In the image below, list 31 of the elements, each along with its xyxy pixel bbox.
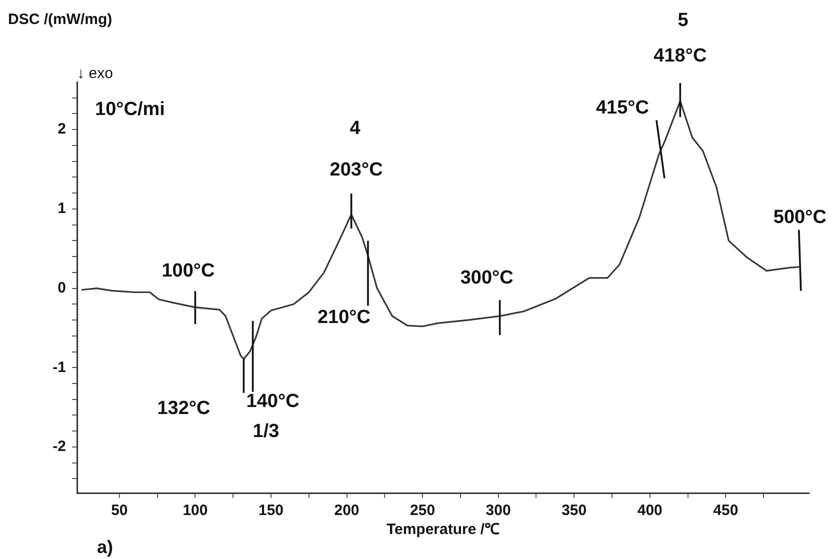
annotation: ↓ exo (77, 65, 113, 82)
annotation: 203°C (330, 160, 384, 181)
annotation: 300°C (460, 267, 514, 288)
y-tick-label: 0 (58, 279, 66, 296)
x-tick-label: 150 (258, 502, 284, 520)
annotation: 415°C (596, 97, 650, 118)
annotation: 4 (350, 118, 361, 140)
x-tick-label: 200 (334, 502, 360, 520)
annotation: 100°C (162, 260, 215, 282)
x-tick-label: 300 (486, 502, 511, 520)
annotation: 1/3 (252, 421, 280, 442)
y-tick-label: -1 (52, 358, 66, 376)
y-tick-label: -2 (52, 438, 66, 456)
annotation: 140°C (246, 391, 300, 412)
x-axis-title: Temperature /℃ (386, 521, 500, 538)
x-tick-label: 450 (713, 502, 738, 520)
y-tick-label: 2 (58, 120, 66, 138)
x-tick-label: 50 (111, 502, 128, 520)
x-tick-label: 100 (182, 502, 208, 520)
y-tick-label: 1 (58, 200, 66, 218)
x-tick-label: 350 (562, 502, 587, 520)
annotation: 132°C (157, 398, 210, 420)
x-tick-label: 400 (637, 502, 662, 520)
annotation: 418°C (654, 45, 707, 66)
text: a) (96, 536, 114, 557)
annotation: 210°C (317, 306, 371, 328)
text: 5 (678, 10, 689, 32)
annotation: 10°C/mi (95, 99, 165, 120)
y-axis-title: DSC /(mW/mg) (8, 11, 112, 28)
annotation: 500°C (773, 207, 827, 228)
x-tick-label: 250 (410, 502, 436, 520)
